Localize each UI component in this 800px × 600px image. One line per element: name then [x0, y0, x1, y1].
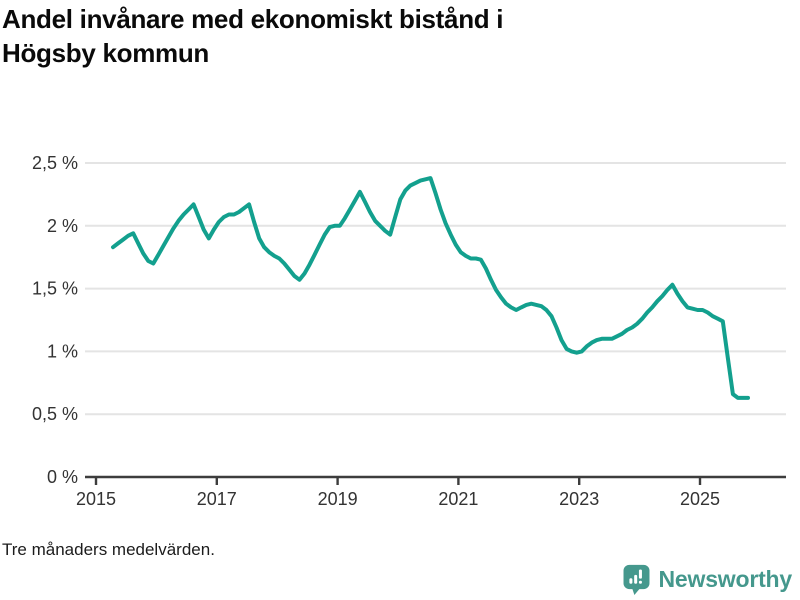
y-tick-label: 0,5 % — [32, 404, 78, 424]
x-tick-label: 2017 — [197, 489, 237, 509]
x-tick-label: 2019 — [318, 489, 358, 509]
exclamation-bar-icon — [638, 569, 642, 579]
newsworthy-logo[interactable]: Newsworthy — [622, 564, 792, 595]
y-tick-label: 2,5 % — [32, 153, 78, 173]
bar-medium-icon — [633, 574, 637, 584]
chart-title-line-1: Andel invånare med ekonomiskt bistånd i — [2, 4, 504, 34]
x-tick-label: 2025 — [680, 489, 720, 509]
chart-title-line-2: Högsby kommun — [2, 38, 210, 69]
newsworthy-logo-text: Newsworthy — [658, 566, 793, 592]
x-tick-label: 2023 — [559, 489, 599, 509]
chart-footnote: Tre månaders medelvärden. — [2, 540, 215, 559]
x-tick-label: 2015 — [76, 489, 116, 509]
y-tick-label: 2 % — [47, 216, 78, 236]
newsworthy-logo-icon — [623, 564, 650, 595]
data-line — [111, 176, 750, 400]
x-tick-label: 2021 — [438, 489, 478, 509]
y-tick-label: 1,5 % — [32, 279, 78, 299]
exclamation-dot-icon — [638, 580, 642, 584]
bar-short-icon — [628, 578, 632, 584]
y-tick-label: 1 % — [47, 341, 78, 361]
y-tick-label: 0 % — [47, 467, 78, 487]
chart-title: Andel invånare med ekonomiskt bistånd i … — [2, 2, 702, 71]
